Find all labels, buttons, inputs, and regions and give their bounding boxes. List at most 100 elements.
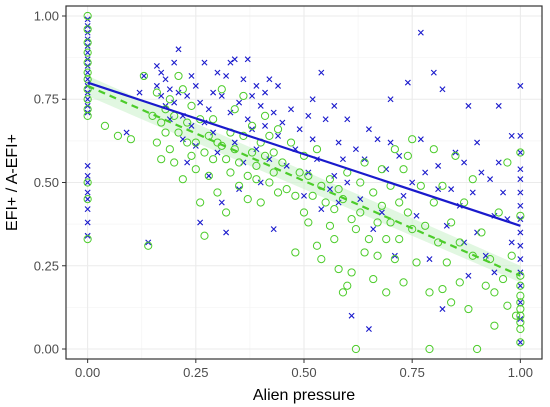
point-cross [166, 86, 173, 93]
point-cross [218, 199, 225, 206]
point-circle [516, 211, 525, 220]
point-circle [295, 168, 304, 177]
point-cross [188, 122, 195, 129]
point-cross [175, 46, 182, 53]
point-cross [296, 126, 303, 133]
y-axis: 0.00 0.25 0.50 0.75 1.00 [34, 8, 66, 357]
point-circle [334, 264, 343, 274]
point-circle [291, 248, 300, 257]
point-cross [422, 169, 429, 176]
point-circle [222, 155, 231, 164]
point-cross [205, 106, 212, 113]
point-circle [265, 178, 274, 187]
point-circle [157, 155, 166, 164]
point-cross [487, 176, 494, 183]
point-circle [286, 138, 296, 147]
point-cross [413, 212, 420, 219]
point-cross [426, 256, 433, 263]
point-circle [451, 151, 460, 160]
point-circle [187, 101, 196, 111]
point-circle [234, 158, 244, 167]
point-circle [243, 171, 252, 180]
x-axis: 0.00 0.25 0.50 0.75 1.00 [75, 359, 533, 380]
point-circle [191, 138, 200, 147]
point-circle [438, 284, 447, 294]
point-cross [231, 139, 238, 146]
point-circle [472, 344, 482, 354]
point-circle [481, 281, 490, 290]
point-circle [369, 188, 378, 197]
point-cross [171, 59, 178, 66]
point-circle [377, 201, 386, 210]
point-cross [283, 162, 290, 169]
point-cross [197, 219, 204, 226]
point-cross [331, 172, 338, 179]
point-circle [83, 58, 92, 67]
point-cross [322, 116, 329, 123]
point-cross [244, 116, 251, 123]
point-circle [252, 161, 261, 170]
x-axis-title: Alien pressure [253, 387, 355, 404]
point-circle [373, 251, 382, 260]
point-circle [83, 85, 92, 94]
point-cross [439, 306, 446, 313]
point-cross [469, 189, 476, 196]
point-cross [84, 219, 91, 226]
point-circle [412, 258, 421, 267]
point-circle [247, 148, 257, 157]
point-cross [465, 102, 472, 109]
point-circle [455, 238, 464, 247]
point-cross [318, 206, 325, 213]
point-circle [83, 235, 92, 244]
point-cross [517, 149, 524, 156]
point-cross [500, 189, 507, 196]
point-cross [517, 82, 524, 89]
point-circle [139, 71, 148, 81]
y-tick-label: 0.50 [34, 175, 59, 190]
point-cross [517, 166, 524, 173]
point-circle [343, 281, 352, 290]
point-circle [152, 138, 161, 147]
point-circle [113, 131, 123, 140]
point-circle [490, 288, 499, 297]
x-tick-label: 0.75 [400, 365, 425, 380]
point-circle [498, 274, 508, 284]
point-cross [205, 172, 212, 179]
point-cross [474, 139, 481, 146]
point-cross [266, 156, 273, 163]
point-circle [516, 291, 525, 300]
point-cross [123, 129, 130, 136]
point-cross [214, 149, 221, 156]
point-circle [191, 165, 200, 174]
point-circle [468, 175, 477, 184]
point-cross [517, 189, 524, 196]
point-circle [351, 344, 361, 354]
point-cross [374, 136, 381, 143]
point-cross [305, 112, 312, 119]
point-circle [196, 198, 205, 207]
point-cross [84, 49, 91, 56]
y-tick-label: 1.00 [34, 8, 59, 23]
point-circle [312, 145, 322, 154]
x-tick-label: 0.00 [75, 365, 100, 380]
point-circle [338, 288, 348, 297]
point-cross [387, 139, 394, 146]
point-circle [429, 145, 438, 154]
point-cross [335, 139, 342, 146]
point-cross [344, 116, 351, 123]
point-circle [157, 118, 166, 127]
point-circle [490, 321, 499, 330]
point-cross [417, 29, 424, 36]
point-cross [517, 132, 524, 139]
point-circle [187, 151, 196, 160]
point-circle [269, 168, 278, 177]
point-circle [494, 208, 503, 217]
point-cross [443, 222, 450, 229]
point-circle [239, 91, 248, 101]
point-cross [348, 312, 355, 319]
point-circle [390, 145, 399, 154]
point-cross [508, 239, 515, 246]
point-circle [83, 68, 92, 77]
point-circle [247, 121, 257, 130]
point-circle [399, 165, 408, 174]
